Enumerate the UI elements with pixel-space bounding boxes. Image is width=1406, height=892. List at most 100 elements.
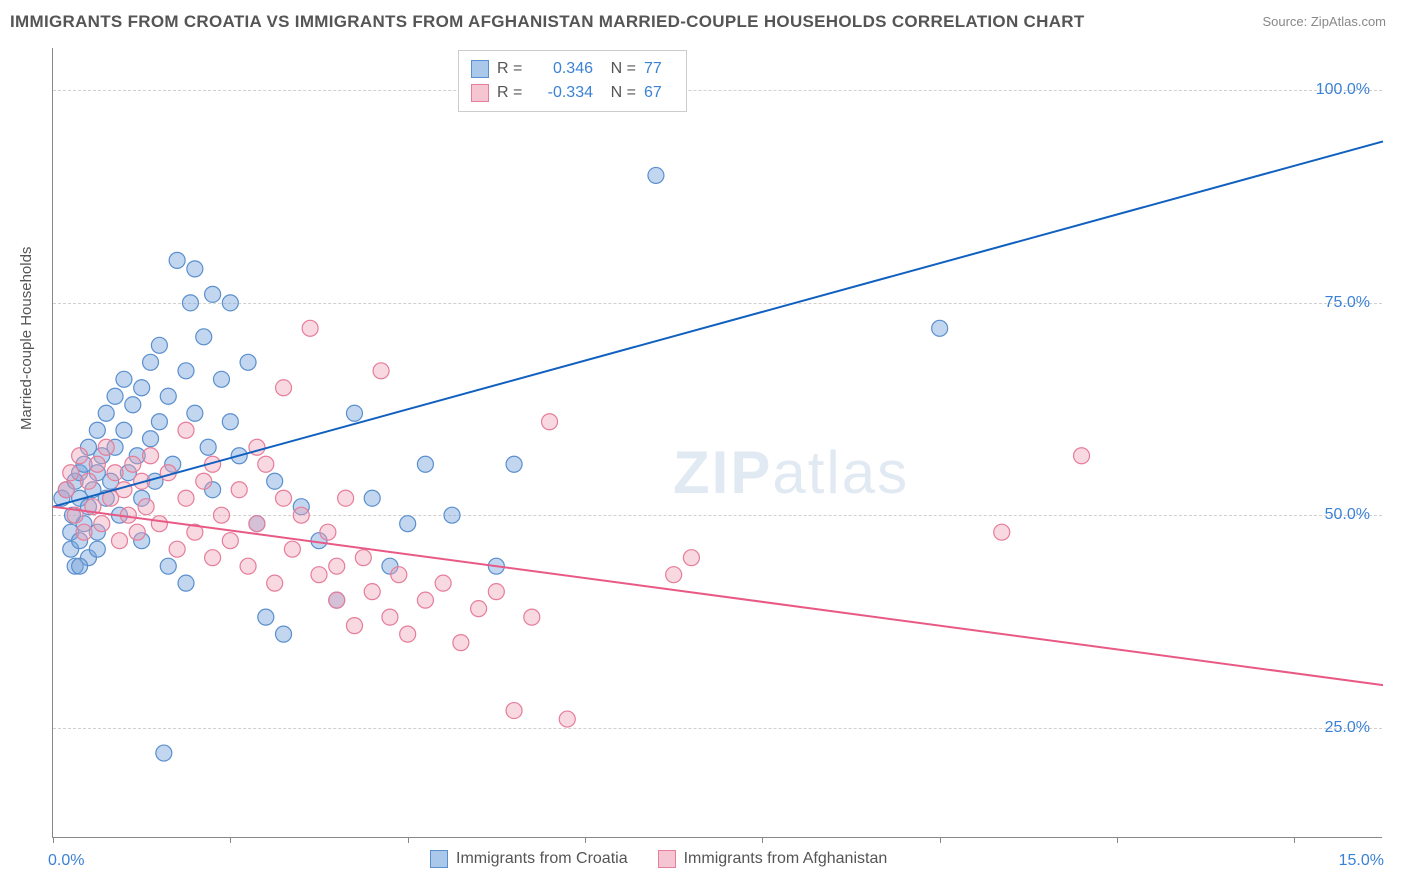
- scatter-point: [178, 422, 194, 438]
- scatter-point: [382, 609, 398, 625]
- scatter-point: [156, 745, 172, 761]
- legend-row: R = -0.334 N = 67: [471, 81, 674, 105]
- scatter-point: [196, 329, 212, 345]
- r-value: 0.346: [533, 57, 593, 81]
- scatter-point: [98, 405, 114, 421]
- scatter-point: [151, 414, 167, 430]
- scatter-point: [391, 567, 407, 583]
- ytick-label: 25.0%: [1325, 719, 1370, 737]
- x-axis-min-label: 0.0%: [48, 852, 84, 870]
- scatter-point: [417, 456, 433, 472]
- scatter-point: [205, 550, 221, 566]
- scatter-point: [76, 524, 92, 540]
- xtick: [408, 837, 409, 843]
- scatter-point: [138, 499, 154, 515]
- xtick: [762, 837, 763, 843]
- scatter-point: [125, 397, 141, 413]
- scatter-point: [107, 465, 123, 481]
- scatter-point: [932, 320, 948, 336]
- scatter-point: [355, 550, 371, 566]
- scatter-point: [94, 516, 110, 532]
- scatter-point: [231, 482, 247, 498]
- scatter-point: [222, 533, 238, 549]
- scatter-point: [400, 626, 416, 642]
- scatter-point: [249, 516, 265, 532]
- scatter-point: [276, 490, 292, 506]
- scatter-point: [205, 286, 221, 302]
- scatter-point: [187, 261, 203, 277]
- scatter-point: [506, 456, 522, 472]
- legend-label: Immigrants from Croatia: [456, 850, 628, 868]
- n-label: N =: [601, 81, 636, 105]
- ytick-label: 50.0%: [1325, 506, 1370, 524]
- scatter-point: [346, 405, 362, 421]
- scatter-point: [178, 363, 194, 379]
- chart-title: IMMIGRANTS FROM CROATIA VS IMMIGRANTS FR…: [10, 12, 1085, 32]
- scatter-svg: [53, 48, 1382, 837]
- scatter-point: [453, 635, 469, 651]
- scatter-point: [435, 575, 451, 591]
- scatter-point: [524, 609, 540, 625]
- scatter-point: [267, 575, 283, 591]
- scatter-point: [116, 371, 132, 387]
- scatter-point: [400, 516, 416, 532]
- n-value: 67: [644, 81, 674, 105]
- scatter-point: [320, 524, 336, 540]
- scatter-point: [72, 448, 88, 464]
- scatter-point: [182, 295, 198, 311]
- source-label: Source: ZipAtlas.com: [1262, 14, 1386, 29]
- scatter-point: [213, 371, 229, 387]
- xtick: [1294, 837, 1295, 843]
- scatter-point: [258, 609, 274, 625]
- scatter-point: [329, 558, 345, 574]
- scatter-point: [98, 439, 114, 455]
- scatter-point: [338, 490, 354, 506]
- scatter-point: [143, 431, 159, 447]
- scatter-point: [1074, 448, 1090, 464]
- legend-label: Immigrants from Afghanistan: [684, 850, 888, 868]
- scatter-point: [143, 354, 159, 370]
- scatter-point: [222, 414, 238, 430]
- scatter-point: [346, 618, 362, 634]
- legend-swatch: [471, 84, 489, 102]
- scatter-point: [200, 439, 216, 455]
- r-label: R =: [497, 57, 525, 81]
- scatter-point: [284, 541, 300, 557]
- scatter-point: [994, 524, 1010, 540]
- scatter-point: [125, 456, 141, 472]
- scatter-point: [89, 422, 105, 438]
- series-legend: Immigrants from Croatia Immigrants from A…: [430, 850, 887, 868]
- scatter-point: [187, 405, 203, 421]
- scatter-point: [222, 295, 238, 311]
- scatter-point: [112, 533, 128, 549]
- scatter-point: [240, 354, 256, 370]
- scatter-point: [89, 541, 105, 557]
- xtick: [230, 837, 231, 843]
- xtick: [940, 837, 941, 843]
- scatter-point: [169, 252, 185, 268]
- scatter-point: [417, 592, 433, 608]
- scatter-point: [444, 507, 460, 523]
- legend-swatch: [430, 850, 448, 868]
- scatter-point: [169, 541, 185, 557]
- scatter-point: [196, 473, 212, 489]
- scatter-point: [364, 584, 380, 600]
- scatter-point: [160, 388, 176, 404]
- scatter-point: [666, 567, 682, 583]
- scatter-point: [240, 558, 256, 574]
- scatter-point: [364, 490, 380, 506]
- r-label: R =: [497, 81, 525, 105]
- r-value: -0.334: [533, 81, 593, 105]
- scatter-point: [58, 482, 74, 498]
- scatter-point: [143, 448, 159, 464]
- scatter-point: [151, 516, 167, 532]
- scatter-point: [213, 507, 229, 523]
- scatter-point: [311, 567, 327, 583]
- scatter-point: [72, 558, 88, 574]
- scatter-point: [258, 456, 274, 472]
- scatter-point: [160, 558, 176, 574]
- regression-line: [53, 507, 1383, 685]
- scatter-point: [63, 465, 79, 481]
- n-value: 77: [644, 57, 674, 81]
- correlation-legend: R = 0.346 N = 77R = -0.334 N = 67: [458, 50, 687, 112]
